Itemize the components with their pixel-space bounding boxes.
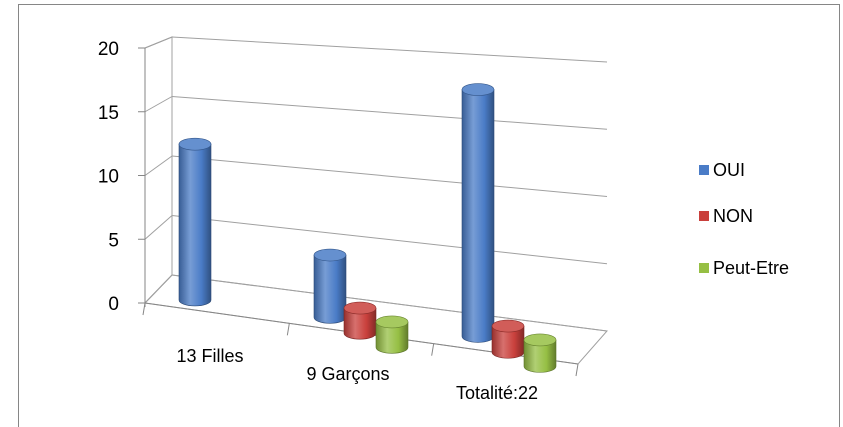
y-tick-label: 10 <box>98 167 119 188</box>
x-category-label: 13 Filles <box>176 346 243 366</box>
side-wall <box>144 36 173 305</box>
legend-label: OUI <box>713 160 745 180</box>
legend-swatch <box>699 263 709 273</box>
bar <box>523 333 557 373</box>
bar-body <box>523 339 557 373</box>
gridline <box>171 155 608 197</box>
bar <box>491 319 525 359</box>
bar-top <box>313 248 347 262</box>
gridline-side <box>144 96 173 113</box>
x-tick-mark <box>575 363 579 377</box>
legend-item: NON <box>699 206 753 226</box>
y-tick-label: 0 <box>108 294 119 315</box>
gridline <box>171 274 608 332</box>
bar <box>375 315 409 354</box>
x-tick-mark <box>286 323 290 336</box>
bar-body <box>375 321 409 354</box>
bar <box>461 83 495 343</box>
bars <box>178 83 557 373</box>
y-axis-ticks: 0 5 10 15 20 <box>98 39 145 315</box>
legend-item: OUI <box>699 160 745 180</box>
gridline-side <box>144 155 173 176</box>
bar-top <box>523 333 557 347</box>
gridline <box>171 96 608 130</box>
gridline <box>171 36 608 63</box>
legend-label: NON <box>713 206 753 226</box>
gridlines <box>144 36 608 332</box>
gridline-side <box>144 274 173 304</box>
x-tick-mark <box>142 302 146 316</box>
x-category-label: 9 Garçons <box>306 364 389 384</box>
bar-body <box>461 89 495 343</box>
gridline-side <box>144 36 173 49</box>
bar <box>178 137 212 307</box>
bar <box>313 248 347 324</box>
bar-top <box>461 83 495 96</box>
y-tick-label: 20 <box>98 39 119 60</box>
bar-body <box>178 143 212 307</box>
bar-top <box>491 319 525 333</box>
legend-label: Peut-Etre <box>713 258 789 278</box>
legend-swatch <box>699 211 709 221</box>
bar-top <box>343 301 377 315</box>
gridline-side <box>144 215 173 240</box>
x-category-label: Totalité:22 <box>456 383 538 403</box>
x-axis-categories: 13 Filles 9 Garçons Totalité:22 <box>176 346 538 403</box>
bar-top <box>178 137 212 151</box>
legend: OUI NON Peut-Etre <box>699 160 789 278</box>
y-tick-label: 5 <box>108 230 119 251</box>
legend-swatch <box>699 165 709 175</box>
gridline <box>171 215 608 265</box>
bar-top <box>375 315 409 329</box>
y-tick-label: 15 <box>98 103 119 124</box>
x-tick-mark <box>431 343 435 356</box>
bar <box>343 301 377 340</box>
legend-item: Peut-Etre <box>699 258 789 278</box>
bar-body <box>313 254 347 324</box>
